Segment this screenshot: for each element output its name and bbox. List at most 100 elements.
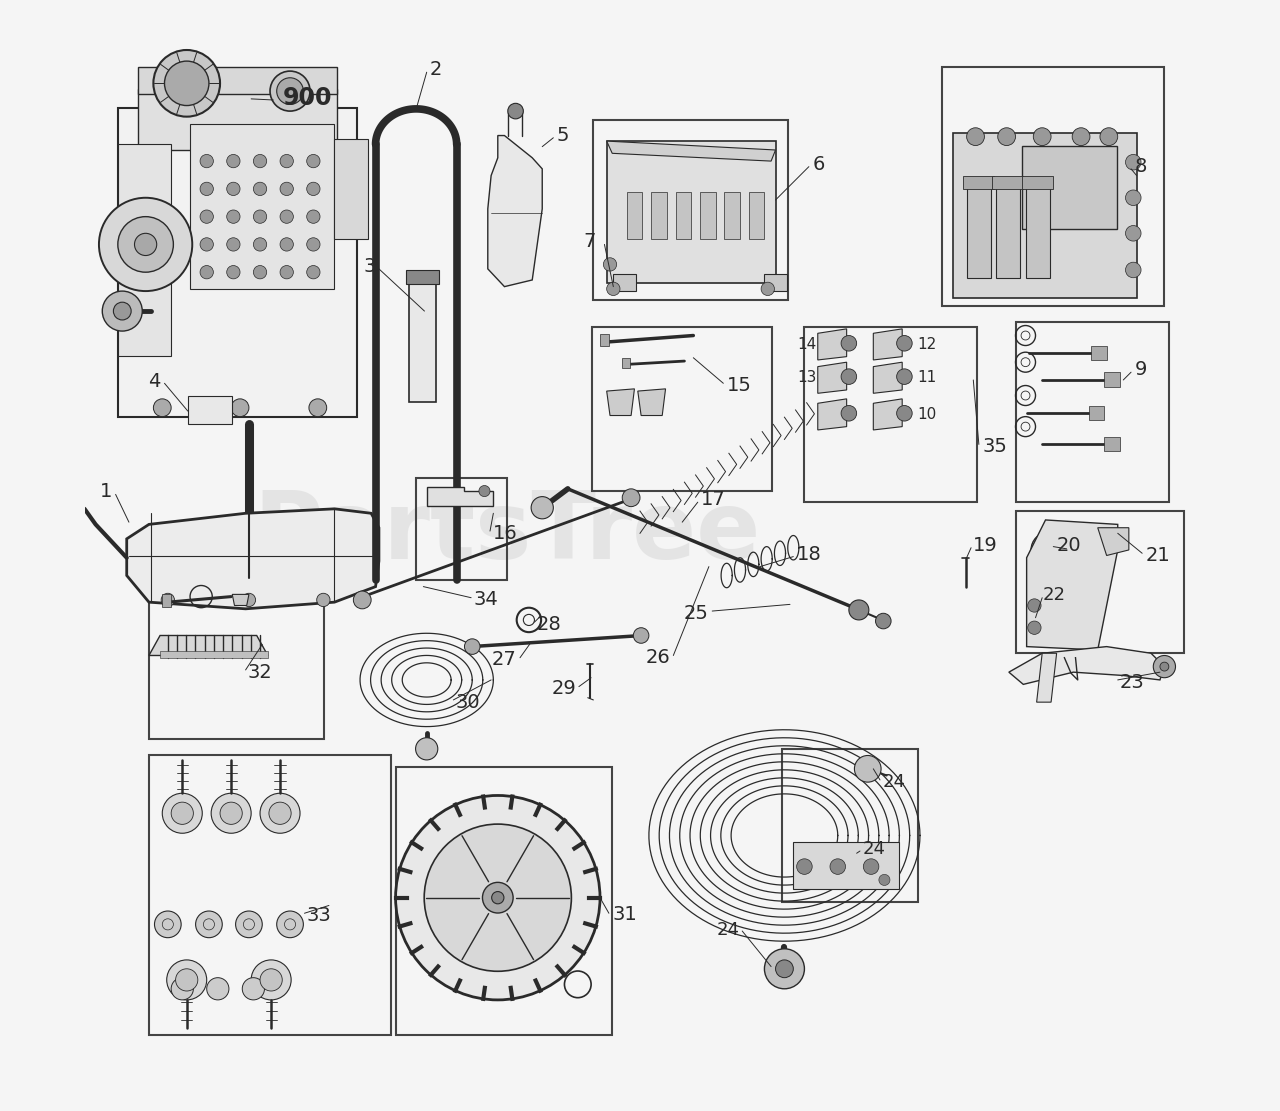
Bar <box>1025 187 1050 278</box>
Polygon shape <box>148 635 268 655</box>
Bar <box>1105 372 1120 387</box>
Circle shape <box>863 859 879 874</box>
Circle shape <box>260 969 283 991</box>
Bar <box>794 842 899 889</box>
Bar <box>593 327 772 491</box>
Circle shape <box>276 78 303 104</box>
Circle shape <box>227 182 241 196</box>
Circle shape <box>99 198 192 291</box>
Circle shape <box>307 238 320 251</box>
Text: 17: 17 <box>701 490 726 510</box>
Circle shape <box>966 128 984 146</box>
Bar <box>138 89 337 150</box>
Circle shape <box>200 266 214 279</box>
Bar <box>189 124 334 289</box>
Text: 3: 3 <box>364 257 375 277</box>
Circle shape <box>849 600 869 620</box>
Circle shape <box>280 238 293 251</box>
Text: 24: 24 <box>863 840 886 858</box>
Bar <box>1023 176 1053 189</box>
Polygon shape <box>818 399 846 430</box>
Polygon shape <box>607 389 635 416</box>
Circle shape <box>1125 226 1140 241</box>
Circle shape <box>1125 154 1140 170</box>
Polygon shape <box>1009 647 1165 684</box>
Circle shape <box>211 793 251 833</box>
Bar <box>804 327 977 502</box>
Circle shape <box>307 182 320 196</box>
Circle shape <box>280 154 293 168</box>
Circle shape <box>206 978 229 1000</box>
Polygon shape <box>818 362 846 393</box>
Bar <box>996 187 1020 278</box>
Bar <box>607 141 776 283</box>
Circle shape <box>622 489 640 507</box>
Bar <box>1105 437 1120 451</box>
Bar <box>700 192 716 239</box>
Circle shape <box>253 266 266 279</box>
Bar <box>160 651 268 658</box>
Text: 31: 31 <box>612 904 637 924</box>
Polygon shape <box>1027 520 1117 650</box>
Text: 21: 21 <box>1146 546 1170 565</box>
Text: 16: 16 <box>493 523 518 543</box>
Bar <box>942 67 1165 306</box>
Text: PartsTree: PartsTree <box>253 488 760 579</box>
Polygon shape <box>1098 528 1129 556</box>
Circle shape <box>876 613 891 629</box>
Circle shape <box>172 978 193 1000</box>
Text: 34: 34 <box>474 590 498 610</box>
Bar <box>1015 511 1184 653</box>
Text: 35: 35 <box>982 437 1007 457</box>
Bar <box>676 192 691 239</box>
Text: 18: 18 <box>796 544 822 564</box>
Circle shape <box>200 182 214 196</box>
Text: 9: 9 <box>1134 360 1147 380</box>
Circle shape <box>607 282 620 296</box>
Circle shape <box>232 399 248 417</box>
Circle shape <box>1125 190 1140 206</box>
Circle shape <box>424 824 571 971</box>
Bar <box>964 176 995 189</box>
Bar <box>163 594 172 607</box>
Circle shape <box>161 593 174 607</box>
Text: 15: 15 <box>727 376 751 396</box>
Text: 13: 13 <box>797 370 817 386</box>
Bar <box>992 176 1023 189</box>
Bar <box>1089 406 1105 420</box>
Circle shape <box>280 266 293 279</box>
Circle shape <box>280 182 293 196</box>
Circle shape <box>200 210 214 223</box>
Bar <box>396 767 612 1035</box>
Text: 27: 27 <box>492 650 517 670</box>
Bar <box>148 585 324 739</box>
Bar <box>627 192 643 239</box>
Polygon shape <box>127 509 379 609</box>
Circle shape <box>634 628 649 643</box>
Circle shape <box>175 969 198 991</box>
Circle shape <box>841 369 856 384</box>
Text: 24: 24 <box>717 921 740 939</box>
Text: 26: 26 <box>645 648 669 668</box>
Circle shape <box>307 154 320 168</box>
Circle shape <box>269 802 291 824</box>
Circle shape <box>796 859 813 874</box>
Circle shape <box>253 154 266 168</box>
Polygon shape <box>873 399 902 430</box>
Circle shape <box>1032 532 1066 568</box>
Circle shape <box>1033 128 1051 146</box>
Circle shape <box>307 266 320 279</box>
Text: 1: 1 <box>100 481 113 501</box>
Circle shape <box>841 336 856 351</box>
Circle shape <box>251 960 291 1000</box>
Bar <box>1023 146 1116 229</box>
Text: 10: 10 <box>918 407 937 422</box>
Bar <box>416 478 507 580</box>
Text: 19: 19 <box>973 536 998 556</box>
Text: 5: 5 <box>557 126 570 146</box>
Bar <box>334 139 367 239</box>
Text: 20: 20 <box>1056 536 1082 556</box>
Text: 4: 4 <box>147 371 160 391</box>
Text: 22: 22 <box>1042 587 1065 604</box>
Circle shape <box>764 949 804 989</box>
